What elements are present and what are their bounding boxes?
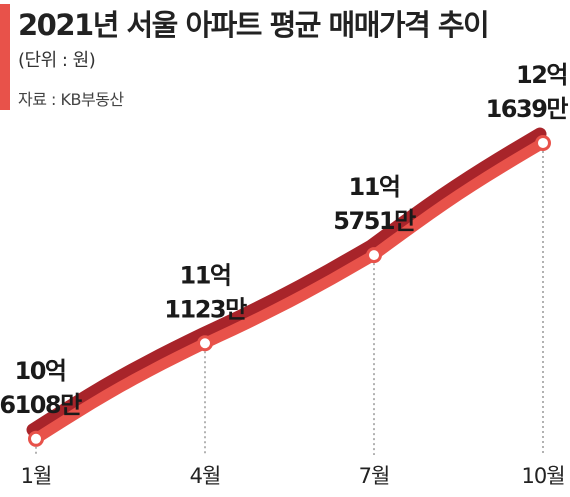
source-label: 자료 : KB부동산 bbox=[18, 90, 124, 109]
x-tick-label-3: 7월 bbox=[359, 464, 390, 488]
series-line-shadow bbox=[26, 127, 547, 437]
unit-label: (단위 : 원) bbox=[18, 50, 96, 71]
value-label-4-line-1: 12억 bbox=[516, 61, 567, 89]
data-point-4 bbox=[535, 134, 551, 151]
value-label-4-line-2: 1639만 bbox=[486, 95, 569, 123]
value-labels: 10억 6108만 11억 1123만 11억 5751만 12억 1639만 bbox=[0, 61, 570, 419]
value-label-1-line-1: 10억 bbox=[15, 357, 66, 385]
chart-title: 2021년 서울 아파트 평균 매매가격 추이 bbox=[18, 8, 490, 42]
value-label-2-line-2: 1123만 bbox=[164, 295, 247, 323]
x-tick-label-2: 4월 bbox=[190, 464, 221, 488]
value-label-3-line-2: 5751만 bbox=[333, 207, 416, 235]
accent-bar bbox=[0, 4, 10, 110]
data-point-3 bbox=[366, 247, 382, 264]
x-axis-ticks: 1월 4월 7월 10월 bbox=[21, 464, 566, 488]
x-tick-label-1: 1월 bbox=[21, 464, 52, 488]
guide-lines bbox=[35, 150, 544, 455]
data-markers bbox=[28, 134, 551, 447]
x-tick-label-4: 10월 bbox=[521, 464, 564, 488]
value-label-1-line-2: 6108만 bbox=[0, 391, 82, 419]
chart-header: 2021년 서울 아파트 평균 매매가격 추이 (단위 : 원) 자료 : KB… bbox=[0, 0, 570, 110]
series-line bbox=[26, 127, 549, 445]
value-label-2-line-1: 11억 bbox=[180, 261, 231, 289]
data-point-1 bbox=[28, 430, 44, 447]
value-label-3-line-1: 11억 bbox=[349, 173, 400, 201]
data-point-2 bbox=[197, 335, 213, 352]
series-line-main bbox=[30, 137, 549, 445]
